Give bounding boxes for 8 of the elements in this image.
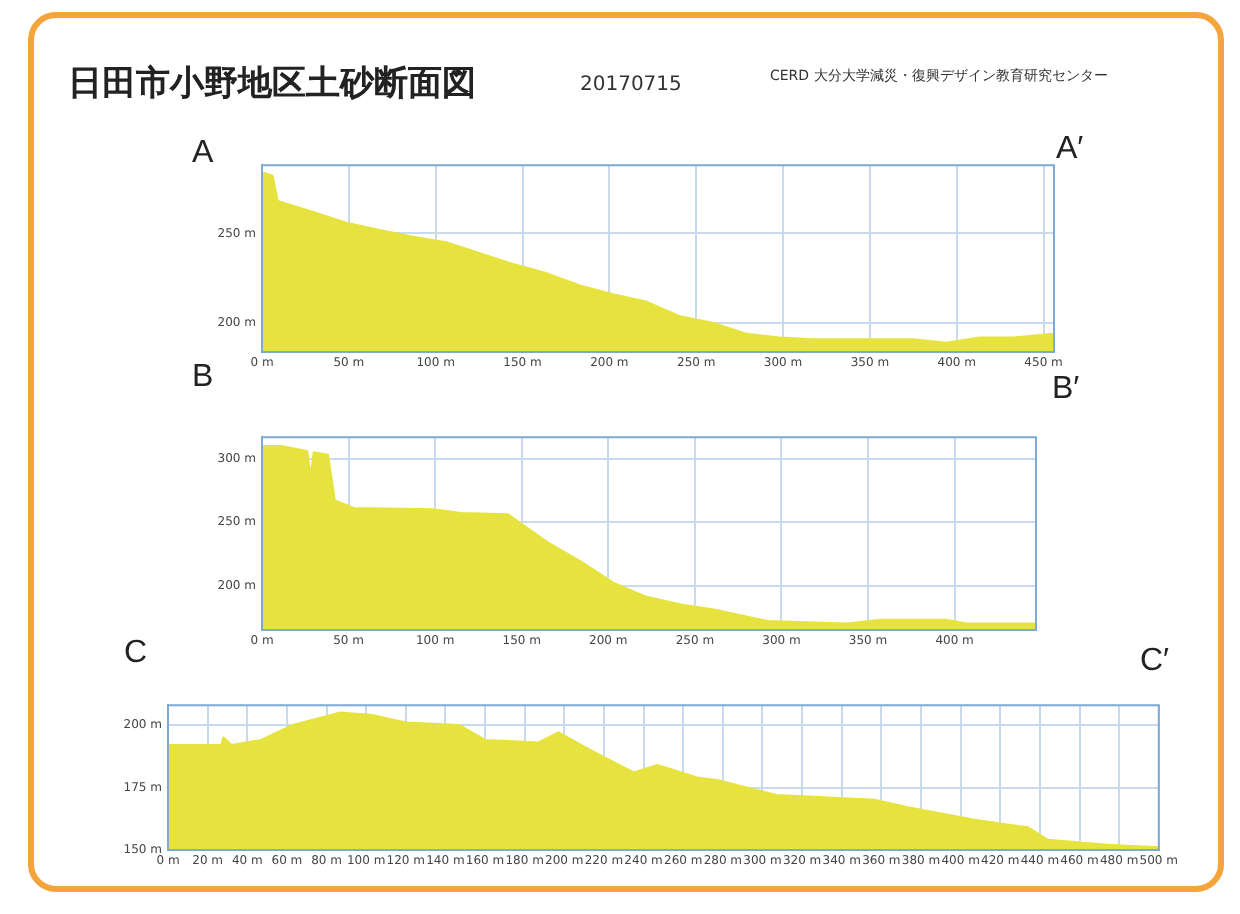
text: C′ [1140, 644, 1170, 680]
chart-subtitle: 20170715 [580, 74, 682, 96]
chart-title: 日田市小野地区土砂断面図 [68, 62, 476, 106]
text: B′ [1052, 372, 1080, 408]
text: B [192, 360, 214, 396]
text: A [192, 136, 214, 172]
text: C [124, 636, 148, 672]
text: A′ [1056, 132, 1084, 168]
